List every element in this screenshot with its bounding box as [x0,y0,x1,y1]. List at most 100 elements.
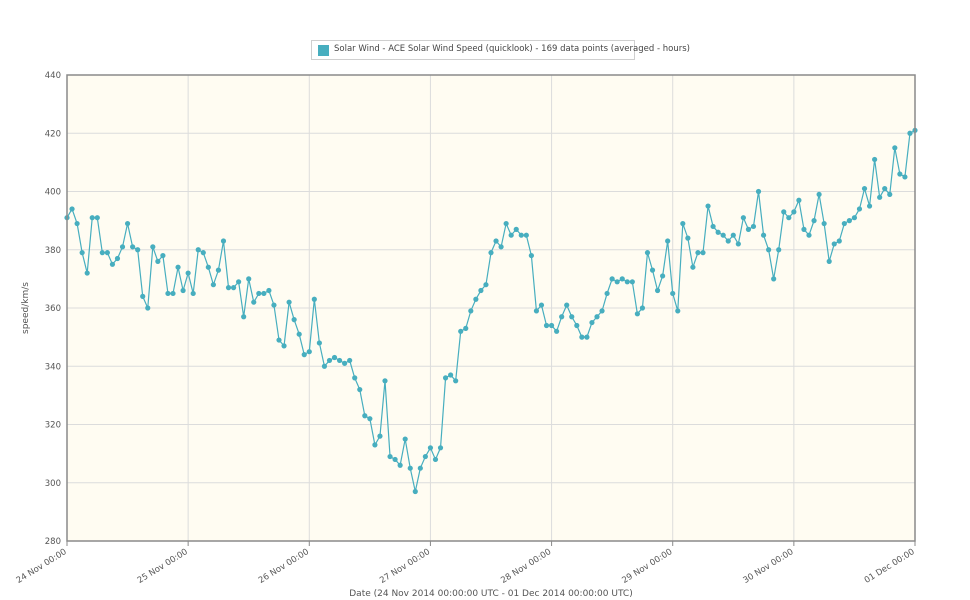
data-point[interactable] [614,279,620,285]
data-point[interactable] [811,218,817,224]
data-point[interactable] [180,287,186,294]
data-point[interactable] [220,238,227,244]
data-point[interactable] [665,238,671,244]
data-point[interactable] [357,386,363,393]
data-point[interactable] [99,250,105,256]
data-point[interactable] [296,331,302,337]
data-point[interactable] [760,232,767,238]
data-point[interactable] [281,343,287,349]
data-point[interactable] [442,375,449,381]
data-point[interactable] [190,290,196,297]
data-point[interactable] [170,290,176,297]
data-point[interactable] [185,270,191,276]
data-point[interactable] [352,375,358,381]
data-point[interactable] [771,276,777,282]
data-point[interactable] [548,322,555,329]
data-point[interactable] [266,287,272,294]
data-point[interactable] [826,258,832,264]
data-point[interactable] [331,354,338,361]
data-point[interactable] [700,250,706,256]
data-point[interactable] [407,465,413,471]
data-point[interactable] [311,296,317,302]
data-point[interactable] [236,279,242,285]
data-point[interactable] [230,285,237,291]
data-point[interactable] [165,290,171,297]
data-point[interactable] [160,252,166,259]
data-point[interactable] [801,226,807,232]
data-point[interactable] [94,215,100,221]
data-point[interactable] [347,357,353,364]
data-point[interactable] [336,357,343,364]
data-point[interactable] [478,287,484,294]
data-point[interactable] [543,322,550,329]
data-point[interactable] [629,279,635,285]
data-point[interactable] [594,314,600,320]
data-point[interactable] [735,241,741,247]
data-point[interactable] [755,188,762,195]
data-point[interactable] [493,238,499,244]
data-point[interactable] [675,308,681,314]
data-point[interactable] [705,203,711,209]
data-point[interactable] [114,255,121,262]
data-point[interactable] [786,215,792,221]
data-point[interactable] [644,250,651,256]
data-point[interactable] [791,209,797,215]
data-point[interactable] [624,279,630,285]
data-point[interactable] [538,302,545,308]
data-point[interactable] [468,308,474,314]
data-point[interactable] [821,220,827,227]
data-point[interactable] [79,250,85,256]
data-point[interactable] [145,305,151,311]
data-point[interactable] [836,238,842,244]
data-point[interactable] [498,244,504,250]
data-point[interactable] [604,290,610,297]
data-point[interactable] [306,349,312,355]
data-point[interactable] [453,378,459,384]
data-point[interactable] [740,215,746,221]
data-point[interactable] [402,436,408,442]
data-point[interactable] [660,273,666,279]
data-point[interactable] [649,267,656,273]
data-point[interactable] [639,305,646,311]
data-point[interactable] [427,445,434,451]
data-point[interactable] [412,488,418,495]
data-point[interactable] [432,456,439,463]
data-point[interactable] [397,462,403,468]
data-point[interactable] [866,203,873,209]
data-point[interactable] [463,325,469,331]
data-point[interactable] [367,416,373,422]
data-point[interactable] [513,226,519,232]
data-point[interactable] [119,244,126,250]
data-point[interactable] [851,215,858,221]
data-point[interactable] [533,308,540,314]
data-point[interactable] [316,340,322,346]
data-point[interactable] [372,442,378,448]
data-point[interactable] [382,378,388,384]
data-point[interactable] [69,206,75,212]
data-point[interactable] [256,290,262,297]
data-point[interactable] [523,232,529,238]
data-point[interactable] [241,314,247,320]
data-point[interactable] [124,220,131,227]
data-point[interactable] [654,287,661,294]
data-point[interactable] [362,413,368,419]
data-point[interactable] [276,337,282,343]
data-point[interactable] [680,220,686,227]
data-point[interactable] [776,247,782,253]
data-point[interactable] [715,229,721,235]
data-point[interactable] [200,250,206,256]
data-point[interactable] [730,232,736,238]
data-point[interactable] [488,250,494,256]
data-point[interactable] [508,232,514,238]
data-point[interactable] [902,174,908,180]
data-point[interactable] [109,261,116,267]
data-point[interactable] [417,465,423,471]
data-point[interactable] [695,250,701,256]
data-point[interactable] [806,232,812,238]
data-point[interactable] [195,247,201,253]
data-point[interactable] [89,215,95,221]
data-point[interactable] [564,302,570,308]
data-point[interactable] [135,247,141,253]
data-point[interactable] [690,264,696,270]
data-point[interactable] [175,264,181,270]
